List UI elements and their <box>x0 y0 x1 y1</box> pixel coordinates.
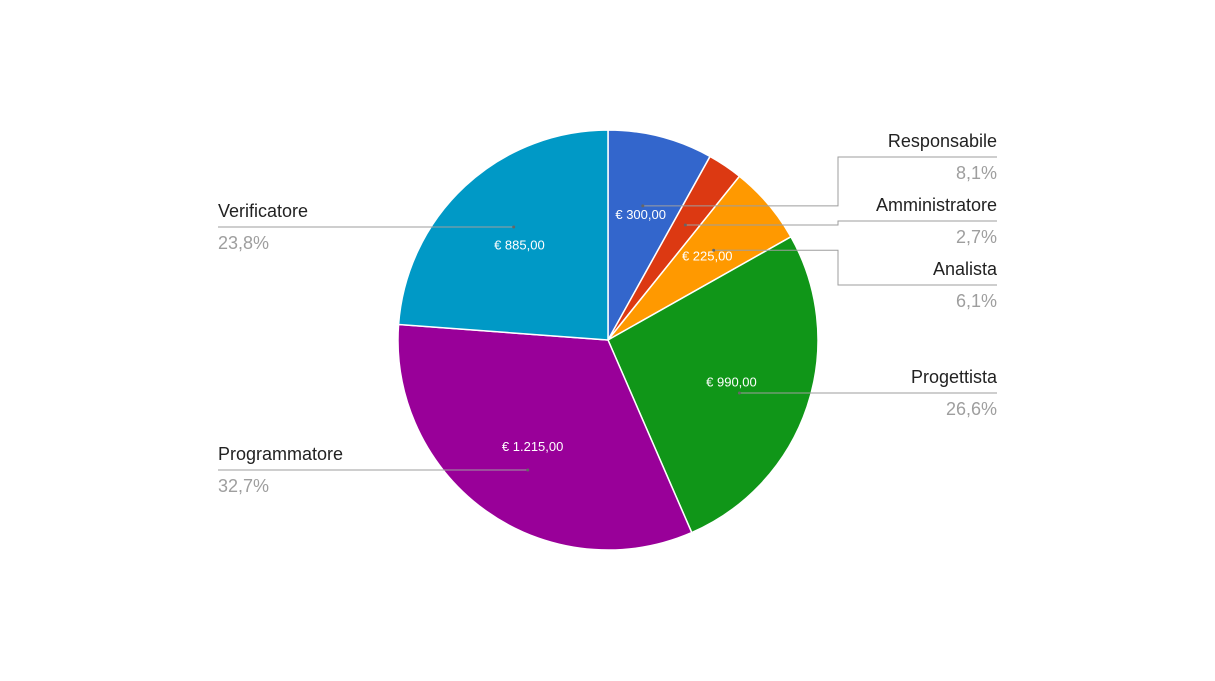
pie-slices <box>397 129 819 551</box>
leader-dot-verificatore <box>512 225 516 229</box>
legend-labels: Responsabile 8,1% Amministratore 2,7% Analis… <box>218 131 998 496</box>
legend-percent-verificatore: 23,8% <box>218 233 269 253</box>
legend-name-responsabile: Responsabile <box>888 131 997 151</box>
leader-line-analista <box>713 249 997 286</box>
leader-lines <box>218 156 997 472</box>
slice-value-progettista: € 990,00 <box>706 374 757 389</box>
pie-slice-responsabile <box>607 129 712 343</box>
leader-dot-amministratore <box>683 223 687 227</box>
slice-value-programmatore: € 1.215,00 <box>502 439 563 454</box>
slice-value-labels: € 300,00 € 225,00 € 990,00 € 1.215,00 € 885,… <box>494 207 757 454</box>
pie-slice-verificatore <box>397 129 609 341</box>
legend-percent-programmatore: 32,7% <box>218 476 269 496</box>
legend-percent-responsabile: 8,1% <box>956 163 997 183</box>
leader-line-responsabile <box>642 156 997 207</box>
legend-percent-progettista: 26,6% <box>946 399 997 419</box>
leader-line-amministratore <box>685 220 997 226</box>
leader-dot-analista <box>712 248 716 252</box>
slice-value-analista: € 225,00 <box>682 249 733 264</box>
pie-slice-programmatore <box>397 323 693 551</box>
legend-name-analista: Analista <box>933 259 998 279</box>
leader-dot-progettista <box>737 391 741 395</box>
slice-value-verificatore: € 885,00 <box>494 238 545 253</box>
pie-slice-progettista <box>607 235 819 534</box>
slice-value-responsabile: € 300,00 <box>615 207 666 222</box>
leader-dot-programmatore <box>526 468 530 472</box>
legend-percent-analista: 6,1% <box>956 291 997 311</box>
leader-dot-responsabile <box>641 204 645 208</box>
legend-percent-amministratore: 2,7% <box>956 227 997 247</box>
legend-name-progettista: Progettista <box>911 367 998 387</box>
legend-name-verificatore: Verificatore <box>218 201 308 221</box>
legend-name-programmatore: Programmatore <box>218 444 343 464</box>
legend-name-amministratore: Amministratore <box>876 195 997 215</box>
